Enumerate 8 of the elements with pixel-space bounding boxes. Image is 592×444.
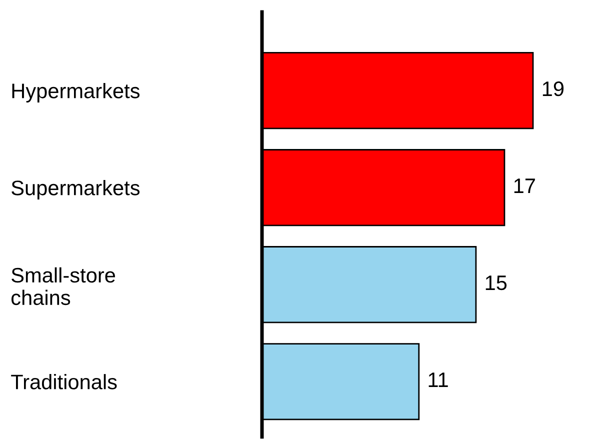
y-tick-label: Traditionals xyxy=(11,374,117,390)
data-label: 17 xyxy=(514,178,535,193)
data-label: 15 xyxy=(486,276,507,290)
y-tick-label: Hypermarkets xyxy=(12,83,140,102)
data-label: 11 xyxy=(428,372,448,387)
y-tick-label: Supermarkets xyxy=(12,180,140,200)
y-tick-label: Small-store chains xyxy=(11,267,116,306)
data-label: 19 xyxy=(542,81,564,96)
